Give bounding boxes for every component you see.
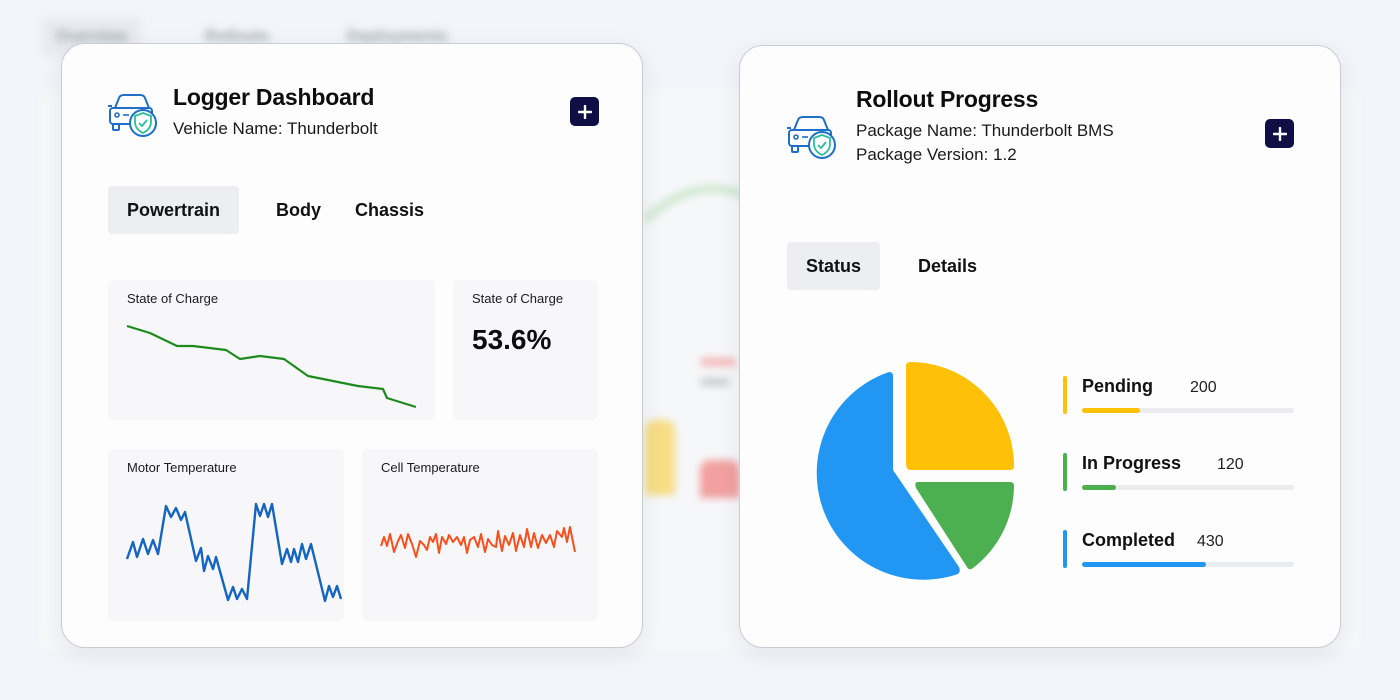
rollout-tabs: Status Details (787, 242, 996, 290)
tab-status[interactable]: Status (787, 242, 881, 290)
tab-details[interactable]: Details (918, 255, 978, 276)
logger-title: Logger Dashboard (173, 84, 375, 110)
cell-temp-label: Cell Temperature (381, 460, 480, 475)
plus-icon (577, 104, 592, 119)
package-version: Package Version: 1.2 (856, 145, 1017, 164)
package-name: Package Name: Thunderbolt BMS (856, 121, 1114, 140)
vehicle-name: Vehicle Name: Thunderbolt (173, 119, 378, 138)
legend-progress-fill (1082, 562, 1206, 567)
rollout-progress-card: Rollout Progress Package Name: Thunderbo… (739, 45, 1341, 648)
legend-label: Pending (1082, 376, 1153, 396)
legend-label: In Progress (1082, 453, 1182, 473)
tab-powertrain[interactable]: Powertrain (108, 186, 240, 234)
legend-count: 430 (1197, 533, 1224, 550)
logger-dashboard-card: Logger Dashboard Vehicle Name: Thunderbo… (61, 43, 643, 648)
soc-chart-tile: State of Charge (108, 280, 435, 420)
logger-tabs: Powertrain Body Chassis (108, 186, 443, 234)
plus-icon (1272, 126, 1287, 141)
legend-progress-track (1082, 562, 1294, 567)
background-indicator (700, 358, 736, 366)
legend-color-bar (1063, 453, 1067, 491)
tab-chassis[interactable]: Chassis (355, 199, 425, 220)
legend-count: 120 (1217, 456, 1244, 473)
legend-count: 200 (1190, 379, 1217, 396)
motor-temp-label: Motor Temperature (127, 460, 237, 475)
pie-slice-pending (906, 362, 1014, 470)
legend-label: Completed (1082, 530, 1176, 550)
legend-progress-fill (1082, 408, 1140, 413)
soc-chart-label: State of Charge (127, 291, 219, 306)
background-area-chart (700, 460, 740, 498)
add-widget-button[interactable] (570, 97, 599, 126)
cell-temp-tile: Cell Temperature (362, 449, 598, 621)
rollout-header: Rollout Progress Package Name: Thunderbo… (786, 86, 1114, 167)
background-indicator (700, 378, 730, 386)
motor-temp-line-chart (125, 502, 343, 603)
logger-header: Logger Dashboard Vehicle Name: Thunderbo… (107, 84, 378, 141)
legend-color-bar (1063, 376, 1067, 414)
add-widget-button[interactable] (1265, 119, 1294, 148)
pie-slice-completed (816, 372, 960, 580)
rollout-title: Rollout Progress (856, 86, 1039, 112)
legend-item-in-progress: In Progress 120 (1063, 453, 1295, 499)
rollout-legend: Pending 200 In Progress 120 Completed 43… (1063, 376, 1295, 607)
background-area-chart (645, 420, 675, 495)
rollout-pie-chart (816, 362, 1014, 580)
legend-item-completed: Completed 430 (1063, 530, 1295, 576)
legend-progress-fill (1082, 485, 1116, 490)
cell-temp-line-chart (380, 526, 576, 558)
soc-value-tile: State of Charge 53.6% (453, 280, 598, 420)
motor-temp-tile: Motor Temperature (108, 449, 344, 621)
legend-item-pending: Pending 200 (1063, 376, 1295, 422)
pie-slice-in-progress (915, 482, 1014, 570)
legend-color-bar (1063, 530, 1067, 568)
legend-progress-track (1082, 408, 1294, 413)
car-shield-icon (787, 116, 836, 159)
legend-progress-track (1082, 485, 1294, 490)
soc-value-label: State of Charge (472, 291, 564, 306)
tab-body[interactable]: Body (276, 199, 322, 220)
car-shield-icon (108, 94, 157, 137)
soc-value: 53.6% (472, 324, 552, 355)
soc-line-chart (126, 324, 417, 409)
